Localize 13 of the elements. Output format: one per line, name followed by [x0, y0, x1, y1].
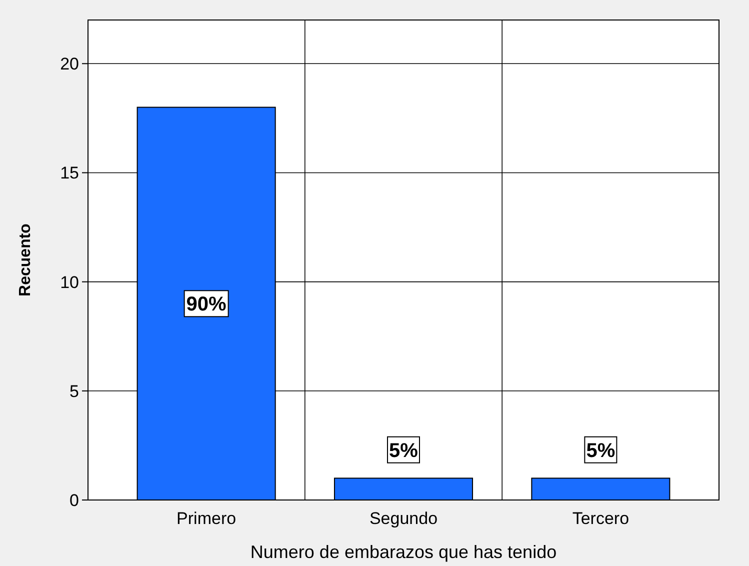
y-axis-title: Recuento — [17, 223, 34, 296]
annotation: 90% — [186, 294, 227, 316]
annotation: 5% — [586, 440, 616, 462]
y-tick-label: 0 — [70, 491, 79, 510]
y-tick-label: 10 — [60, 272, 79, 292]
annotation: 5% — [389, 440, 418, 462]
x-tick-label: Segundo — [369, 509, 438, 528]
x-axis-title: Numero de embarazos que has tenido — [250, 542, 557, 562]
y-tick-label: 20 — [60, 54, 79, 74]
x-tick-label: Primero — [176, 509, 236, 528]
y-tick-label: 15 — [60, 164, 79, 183]
y-tick-label: 5 — [70, 382, 79, 401]
x-tick-label: Tercero — [572, 509, 630, 528]
